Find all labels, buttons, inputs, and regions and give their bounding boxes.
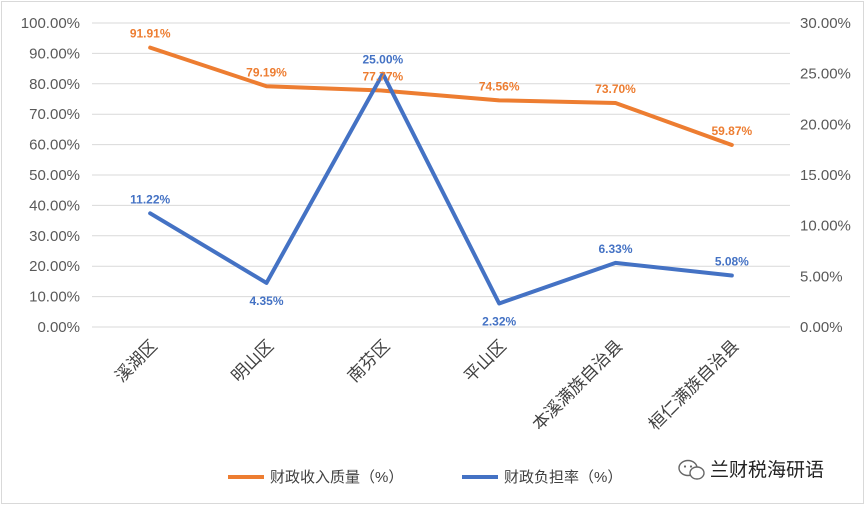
watermark-text: 兰财税海研语 <box>710 459 824 481</box>
left-axis-tick-labels: 0.00% 10.00% 20.00% 30.00% 40.00% 50.00% 60.00… <box>21 15 80 336</box>
right-tick-label: 10.00% <box>800 218 851 235</box>
data-label: 6.33% <box>598 242 632 256</box>
left-tick-label: 70.00% <box>29 106 80 123</box>
left-tick-label: 10.00% <box>29 289 80 306</box>
series-lines <box>148 45 734 306</box>
category-label: 桓仁满族自治县 <box>645 336 743 434</box>
data-label: 11.22% <box>130 192 170 206</box>
left-tick-label: 50.00% <box>29 167 80 184</box>
category-label: 平山区 <box>460 336 509 385</box>
category-label: 溪湖区 <box>111 336 160 385</box>
right-tick-label: 25.00% <box>800 66 851 83</box>
left-tick-label: 20.00% <box>29 258 80 275</box>
right-tick-label: 5.00% <box>800 268 843 285</box>
legend: 财政收入质量（%） 财政负担率（%） <box>228 469 622 486</box>
data-label: 77.77% <box>362 70 403 84</box>
right-tick-label: 15.00% <box>800 167 851 184</box>
data-label: 25.00% <box>362 53 403 67</box>
left-tick-label: 60.00% <box>29 137 80 154</box>
left-tick-label: 30.00% <box>29 228 80 245</box>
data-labels: 91.91% 79.19% 77.77% 74.56% 73.70% 59.87% 11.2… <box>130 27 753 329</box>
data-label: 74.56% <box>479 79 520 93</box>
left-tick-label: 80.00% <box>29 76 80 93</box>
legend-label: 财政负担率（%） <box>504 469 622 486</box>
right-tick-label: 30.00% <box>800 15 851 32</box>
wechat-icon <box>678 459 705 480</box>
legend-label: 财政收入质量（%） <box>270 469 403 486</box>
data-label: 73.70% <box>595 82 636 96</box>
left-tick-label: 40.00% <box>29 197 80 214</box>
data-label: 59.87% <box>711 124 752 138</box>
right-tick-label: 0.00% <box>800 319 843 336</box>
right-tick-label: 20.00% <box>800 116 851 133</box>
right-axis-tick-labels: 0.00% 5.00% 10.00% 15.00% 20.00% 25.00% 30.00% <box>800 15 851 336</box>
category-label: 明山区 <box>228 336 277 385</box>
data-label: 2.32% <box>482 314 516 328</box>
gridlines <box>92 22 790 328</box>
data-label: 91.91% <box>130 27 171 41</box>
category-label: 南芬区 <box>344 336 393 385</box>
data-label: 4.35% <box>249 294 283 308</box>
left-tick-label: 0.00% <box>37 319 80 336</box>
data-label: 79.19% <box>246 65 287 79</box>
left-tick-label: 90.00% <box>29 45 80 62</box>
series-line-2 <box>148 71 734 306</box>
watermark: 兰财税海研语 <box>678 459 824 481</box>
data-label: 5.08% <box>715 255 749 269</box>
category-label: 本溪满族自治县 <box>529 336 627 434</box>
left-tick-label: 100.00% <box>21 15 80 32</box>
category-labels: 溪湖区 明山区 南芬区 平山区 本溪满族自治县 桓仁满族自治县 <box>111 336 742 434</box>
series-line-1 <box>148 45 734 147</box>
